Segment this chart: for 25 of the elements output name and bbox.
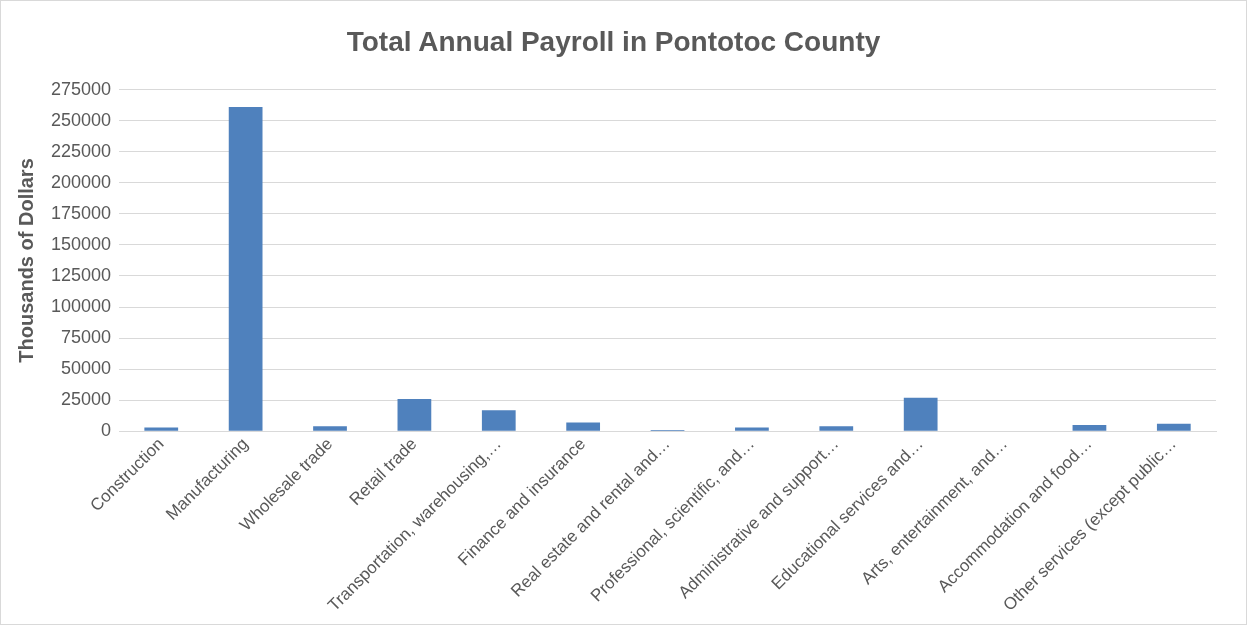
- bar: [397, 399, 432, 431]
- y-tick-label: 225000: [50, 140, 112, 161]
- y-tick-label: 250000: [50, 109, 112, 130]
- y-tick-label: 275000: [50, 78, 112, 99]
- bar: [903, 397, 938, 431]
- bar: [566, 422, 601, 431]
- y-tick-label: 0: [101, 420, 112, 441]
- y-tick-label: 75000: [61, 327, 112, 348]
- y-tick-label: 100000: [50, 296, 112, 317]
- bar: [313, 426, 347, 431]
- y-tick-label: 200000: [50, 171, 112, 192]
- y-tick-label: 175000: [50, 202, 112, 223]
- y-tick-label: 25000: [61, 389, 112, 410]
- bar: [735, 427, 769, 431]
- bar: [1156, 423, 1191, 431]
- y-axis-title: Thousands of Dollars: [14, 158, 37, 363]
- y-tick-label: 50000: [61, 358, 112, 379]
- chart-title: Total Annual Payroll in Pontotoc County: [346, 25, 881, 57]
- bar: [1072, 425, 1107, 431]
- bar: [481, 410, 516, 431]
- y-tick-label: 125000: [50, 264, 112, 285]
- bar: [228, 107, 263, 431]
- bar: [144, 427, 179, 431]
- bar: [819, 426, 854, 431]
- y-tick-label: 150000: [50, 233, 112, 254]
